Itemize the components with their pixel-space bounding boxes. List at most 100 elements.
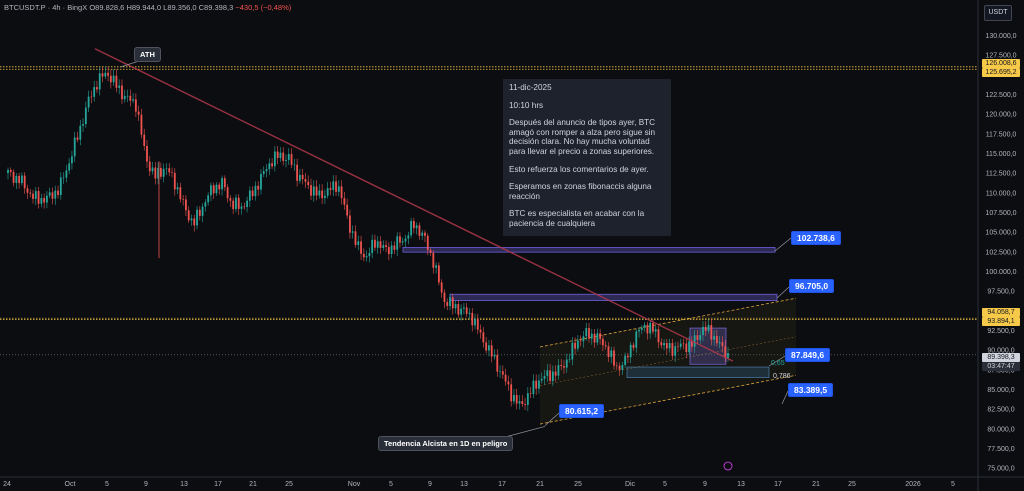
candle-body: [315, 186, 318, 196]
candle-body: [185, 199, 187, 211]
price-tick-label: 107.500,0: [985, 210, 1016, 217]
candle-body: [212, 185, 215, 194]
candle-body: [43, 197, 46, 203]
candle-body: [273, 151, 276, 167]
candle-body: [521, 401, 524, 405]
candle-body: [93, 87, 96, 97]
time-tick-label: 24: [3, 481, 11, 488]
candle-body: [298, 174, 301, 181]
candle-body: [524, 404, 526, 405]
currency-button[interactable]: USDT: [984, 5, 1012, 21]
candle-body: [20, 175, 23, 184]
time-tick-label: 13: [460, 481, 468, 488]
resistance-low-tag: 93.894,1: [982, 317, 1020, 326]
candle-body: [485, 342, 488, 351]
candle-body: [351, 231, 354, 233]
price-axis-background: [978, 0, 1024, 491]
level-label-87849[interactable]: 87.849,6: [785, 348, 831, 362]
candle-body: [346, 204, 349, 216]
candle-body: [707, 325, 710, 331]
price-tick-label: 105.000,0: [985, 230, 1016, 237]
time-tick-label: 9: [428, 481, 432, 488]
candle-body: [107, 72, 109, 76]
candle-body: [134, 99, 137, 112]
candle-body: [407, 235, 410, 239]
candle-body: [279, 152, 282, 158]
resistance-high-tag: 94.058,7: [982, 308, 1020, 317]
candle-body: [571, 342, 574, 360]
candle-body: [332, 181, 335, 190]
time-tick-label: 21: [812, 481, 820, 488]
candle-body: [538, 380, 540, 389]
time-tick-label: 21: [536, 481, 544, 488]
rising-channel-fill: [540, 298, 796, 425]
candle-body: [526, 393, 529, 405]
level-label-96705[interactable]: 96.705,0: [789, 279, 835, 293]
candle-body: [337, 186, 340, 192]
fib-zone-box: [626, 366, 770, 378]
candle-body: [554, 371, 557, 376]
candle-body: [362, 253, 365, 258]
candle-body: [393, 245, 396, 250]
candle-body: [654, 329, 657, 332]
candle-body: [540, 378, 543, 381]
supply-zone-96k: [449, 293, 778, 301]
candle-body: [76, 137, 79, 140]
candle-body: [157, 167, 160, 179]
candle-body: [84, 107, 87, 125]
candle-body: [724, 346, 727, 358]
candle-body: [696, 335, 699, 340]
note-paragraph: BTC es especialista en acabar con la pac…: [509, 209, 645, 228]
candle-body: [468, 312, 471, 314]
time-tick-label: 5: [951, 481, 955, 488]
candle-body: [276, 151, 279, 158]
candle-body: [304, 179, 307, 182]
candle-body: [396, 236, 399, 250]
candle-body: [557, 365, 560, 376]
candle-body: [34, 191, 37, 199]
candle-body: [18, 175, 21, 184]
candle-body: [504, 374, 507, 382]
candle-body: [115, 75, 118, 88]
level-pointer: [776, 286, 790, 299]
candle-body: [715, 336, 718, 344]
price-tick-label: 102.500,0: [985, 249, 1016, 256]
candle-body: [588, 328, 590, 339]
candle-body: [310, 185, 312, 196]
analysis-note[interactable]: 11-dic-2025 10:10 hrs Después del anunci…: [503, 79, 671, 236]
ath-callout[interactable]: ATH: [134, 47, 161, 62]
candle-body: [501, 371, 504, 375]
candle-body: [121, 85, 123, 100]
candle-body: [340, 186, 343, 199]
fib-65-label: 0,65: [771, 360, 785, 367]
level-label-102738[interactable]: 102.738,6: [791, 231, 841, 245]
candle-body: [165, 168, 168, 169]
level-label-83389[interactable]: 83.389,5: [788, 383, 834, 397]
candle-body: [532, 380, 535, 394]
candle-body: [40, 197, 43, 204]
candle-body: [354, 231, 357, 245]
low-value: L89.356,0: [163, 3, 197, 12]
symbol-label[interactable]: BTCUSDT.P · 4h · BingX: [4, 3, 88, 12]
ath-high-tag: 126.008,6: [982, 59, 1020, 68]
candle-body: [140, 114, 143, 135]
candle-body: [201, 206, 204, 216]
price-tick-label: 127.500,0: [985, 53, 1016, 60]
level-label-80615[interactable]: 80.615,2: [559, 404, 605, 418]
candle-body: [290, 154, 293, 165]
candle-body: [226, 187, 229, 199]
trend-warning-callout[interactable]: Tendencia Alcista en 1D en peligro: [378, 436, 514, 451]
candle-body: [429, 250, 432, 253]
candle-body: [321, 190, 324, 199]
candle-body: [382, 245, 385, 248]
candle-body: [285, 159, 287, 161]
time-tick-label: Nov: [348, 481, 361, 488]
candle-body: [535, 380, 538, 389]
candle-body: [415, 225, 418, 229]
candle-body: [546, 370, 549, 377]
note-date: 11-dic-2025: [509, 83, 552, 92]
price-tick-label: 110.000,0: [986, 190, 1017, 197]
time-tick-label: 13: [737, 481, 745, 488]
